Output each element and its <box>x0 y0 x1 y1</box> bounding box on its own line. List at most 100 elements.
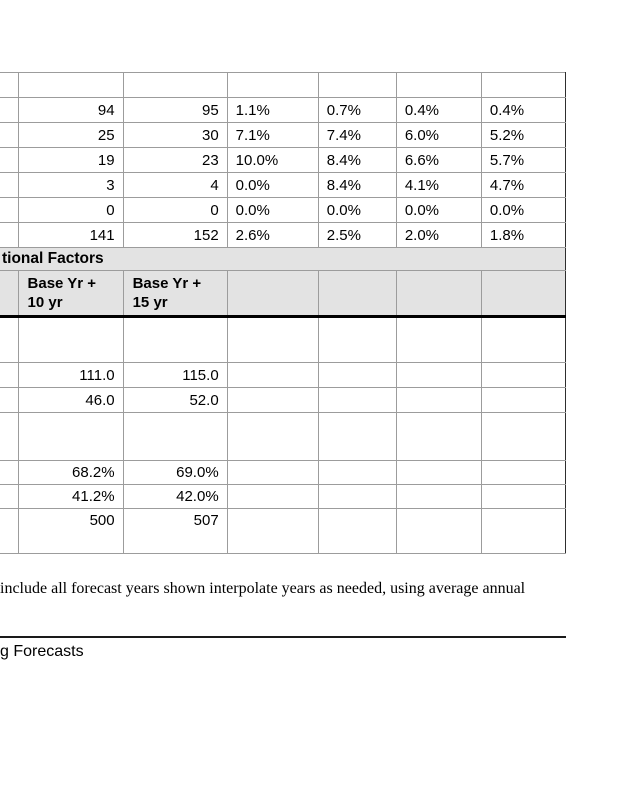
table-cell <box>0 532 19 554</box>
table-cell <box>317 362 397 388</box>
column-header-base-plus-10: Base Yr + 10 yr <box>17 270 124 318</box>
table-cell <box>395 460 482 485</box>
table-cell <box>395 387 482 413</box>
table-cell: 2.5% <box>317 222 397 248</box>
table-cell <box>480 270 567 318</box>
table-row: 141 152 2.6% 2.5% 2.0% 1.8% <box>0 222 567 248</box>
table-cell <box>480 362 567 388</box>
table-cell <box>317 484 397 509</box>
section-rule <box>0 636 566 638</box>
table-cell <box>0 460 19 485</box>
table-cell <box>0 97 19 123</box>
table-cell: 8.4% <box>317 172 397 198</box>
table-cell <box>480 72 567 98</box>
table-cell <box>480 316 567 363</box>
table-cell: 95 <box>122 97 228 123</box>
table-cell <box>480 460 567 485</box>
table-cell: 25 <box>17 122 124 148</box>
table-cell <box>317 316 397 363</box>
table-cell: 68.2% <box>17 460 124 485</box>
column-header-line: 10 yr <box>27 294 63 311</box>
table-cell: 0.4% <box>480 97 567 123</box>
table-cell <box>17 72 124 98</box>
table-cell <box>480 508 567 533</box>
table-cell <box>317 412 397 461</box>
table-cell: 0 <box>17 197 124 223</box>
table-cell <box>226 72 319 98</box>
table-cell <box>317 387 397 413</box>
table-cell: 46.0 <box>17 387 124 413</box>
table-cell: 94 <box>17 97 124 123</box>
table-row: 3 4 0.0% 8.4% 4.1% 4.7% <box>0 172 567 198</box>
table-cell: 4 <box>122 172 228 198</box>
table-cell: 6.0% <box>395 122 482 148</box>
table-cell: 141 <box>17 222 124 248</box>
table-cell <box>395 484 482 509</box>
table-cell: 42.0% <box>122 484 228 509</box>
table-cell: 3 <box>17 172 124 198</box>
table-row <box>0 412 567 461</box>
table-cell <box>395 532 482 554</box>
table-cell <box>395 412 482 461</box>
table-cell <box>317 532 397 554</box>
table-cell: 7.1% <box>226 122 319 148</box>
table-row <box>0 72 567 98</box>
table-cell <box>226 316 319 363</box>
table-cell <box>17 532 124 554</box>
table-cell <box>480 484 567 509</box>
note-text: include all forecast years shown interpo… <box>0 580 526 597</box>
table-cell: 115.0 <box>122 362 228 388</box>
table-cell <box>226 362 319 388</box>
table-cell <box>226 270 319 318</box>
table-cell: 10.0% <box>226 147 319 173</box>
table-cell <box>17 412 124 461</box>
table-cell: 2.6% <box>226 222 319 248</box>
table-cell: 69.0% <box>122 460 228 485</box>
table-cell <box>122 532 228 554</box>
table-cell <box>480 387 567 413</box>
table-cell <box>0 147 19 173</box>
table-cell <box>0 316 19 363</box>
table-cell: 500 <box>17 508 124 533</box>
table-cell <box>226 412 319 461</box>
data-table: 94 95 1.1% 0.7% 0.4% 0.4% 25 30 7.1% 7.4… <box>0 72 567 554</box>
column-header-line: Base Yr + <box>132 275 202 292</box>
column-header-line: Base Yr + <box>27 275 97 292</box>
table-row: 0 0 0.0% 0.0% 0.0% 0.0% <box>0 197 567 223</box>
table-cell <box>226 508 319 533</box>
table-cell <box>0 197 19 223</box>
table-cell <box>0 72 19 98</box>
table-cell: 0.4% <box>395 97 482 123</box>
table-cell <box>0 484 19 509</box>
table-cell: 30 <box>122 122 228 148</box>
column-header-row: Base Yr + 10 yr Base Yr + 15 yr <box>0 270 567 318</box>
table-cell <box>0 412 19 461</box>
table-cell <box>395 508 482 533</box>
table-cell: 0.0% <box>317 197 397 223</box>
section-band-label: tional Factors <box>0 247 566 271</box>
table-cell: 0.7% <box>317 97 397 123</box>
table-cell <box>0 222 19 248</box>
table-cell <box>226 460 319 485</box>
column-header-base-plus-15: Base Yr + 15 yr <box>122 270 228 318</box>
table-cell <box>0 122 19 148</box>
table-cell: 0 <box>122 197 228 223</box>
table-cell <box>395 362 482 388</box>
table-cell: 0.0% <box>395 197 482 223</box>
table-cell <box>226 532 319 554</box>
table-cell <box>317 460 397 485</box>
table-cell <box>317 72 397 98</box>
table-cell <box>317 270 397 318</box>
table-cell <box>0 362 19 388</box>
table-row: 500 507 <box>0 508 567 533</box>
table-cell <box>122 72 228 98</box>
table-cell <box>226 484 319 509</box>
table-cell: 19 <box>17 147 124 173</box>
table-cell: 0.0% <box>226 197 319 223</box>
table-cell <box>395 316 482 363</box>
table-row: 46.0 52.0 <box>0 387 567 413</box>
table-cell <box>395 270 482 318</box>
column-header-line: 15 yr <box>132 294 168 311</box>
table-cell <box>480 412 567 461</box>
